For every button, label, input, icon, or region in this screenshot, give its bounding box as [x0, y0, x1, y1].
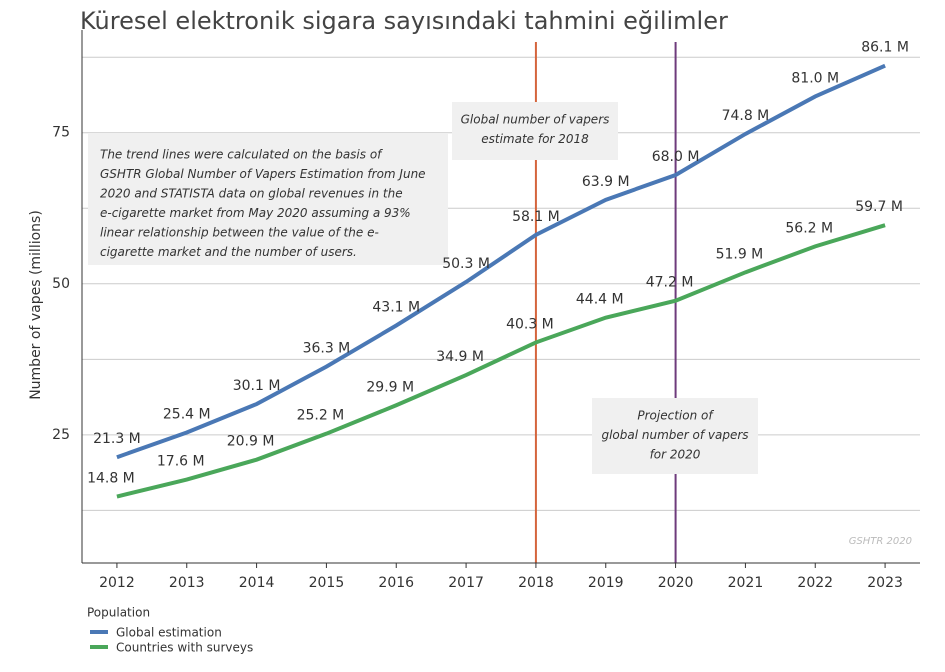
- x-tick-label: 2012: [99, 575, 135, 591]
- data-label: 63.9 M: [582, 174, 630, 190]
- x-tick-label: 2018: [518, 575, 554, 591]
- annotation-text: cigarette market and the number of users…: [100, 245, 357, 259]
- y-tick-label: 75: [52, 125, 70, 141]
- annotation-text: 2020 and STATISTA data on global revenue…: [100, 187, 403, 201]
- annotation-box: [592, 398, 758, 474]
- data-label: 20.9 M: [227, 434, 275, 450]
- data-label: 43.1 M: [372, 300, 420, 316]
- y-tick-label: 25: [52, 427, 70, 443]
- annotation-text: GSHTR Global Number of Vapers Estimation…: [100, 167, 426, 181]
- annotation-text: global number of vapers: [601, 428, 748, 442]
- annotation-box: [452, 102, 618, 160]
- data-label: 29.9 M: [366, 379, 414, 395]
- data-label: 86.1 M: [861, 40, 909, 56]
- annotation-text: linear relationship between the value of…: [100, 226, 379, 240]
- legend-title: Population: [87, 606, 150, 620]
- data-label: 59.7 M: [855, 199, 903, 215]
- annotation-text: for 2020: [650, 448, 701, 462]
- source: GSHTR 2020: [849, 536, 912, 547]
- legend-label: Global estimation: [116, 626, 222, 640]
- chart-title: Küresel elektronik sigara sayısındaki ta…: [80, 7, 728, 35]
- annotation-text: The trend lines were calculated on the b…: [100, 148, 383, 162]
- x-tick-label: 2016: [378, 575, 414, 591]
- legend-label: Countries with surveys: [116, 641, 253, 655]
- x-tick-label: 2021: [728, 575, 764, 591]
- data-label: 81.0 M: [791, 70, 839, 86]
- y-tick-label: 50: [52, 276, 70, 292]
- data-label: 58.1 M: [512, 209, 560, 225]
- data-label: 51.9 M: [716, 246, 764, 262]
- series-line: [116, 223, 886, 499]
- data-label: 50.3 M: [442, 256, 490, 272]
- x-tick-label: 2014: [239, 575, 275, 591]
- data-label: 17.6 M: [157, 454, 205, 470]
- series-line: [116, 63, 886, 460]
- data-label: 36.3 M: [303, 341, 351, 357]
- data-label: 25.2 M: [297, 408, 345, 424]
- x-tick-label: 2020: [658, 575, 694, 591]
- data-label: 14.8 M: [87, 471, 135, 487]
- data-label: 40.3 M: [506, 316, 554, 332]
- data-label: 21.3 M: [93, 431, 141, 447]
- y-axis-label: Number of vapes (millions): [28, 210, 44, 400]
- x-tick-label: 2023: [867, 575, 903, 591]
- data-label: 44.4 M: [576, 292, 624, 308]
- x-tick-label: 2015: [309, 575, 345, 591]
- annotation-text: estimate for 2018: [481, 132, 589, 146]
- data-label: 47.2 M: [646, 275, 694, 291]
- x-tick-label: 2022: [797, 575, 833, 591]
- x-tick-label: 2013: [169, 575, 205, 591]
- data-label: 68.0 M: [652, 149, 700, 165]
- x-tick-label: 2019: [588, 575, 624, 591]
- data-label: 56.2 M: [785, 220, 833, 236]
- data-label: 74.8 M: [722, 108, 770, 124]
- annotation-text: Global number of vapers: [461, 113, 610, 127]
- annotation-text: e-cigarette market from May 2020 assumin…: [100, 206, 411, 220]
- x-tick-label: 2017: [448, 575, 484, 591]
- annotation-text: Projection of: [637, 409, 714, 423]
- data-label: 25.4 M: [163, 406, 211, 422]
- data-label: 34.9 M: [436, 349, 484, 365]
- data-label: 30.1 M: [233, 378, 281, 394]
- annotation-box: [88, 133, 448, 265]
